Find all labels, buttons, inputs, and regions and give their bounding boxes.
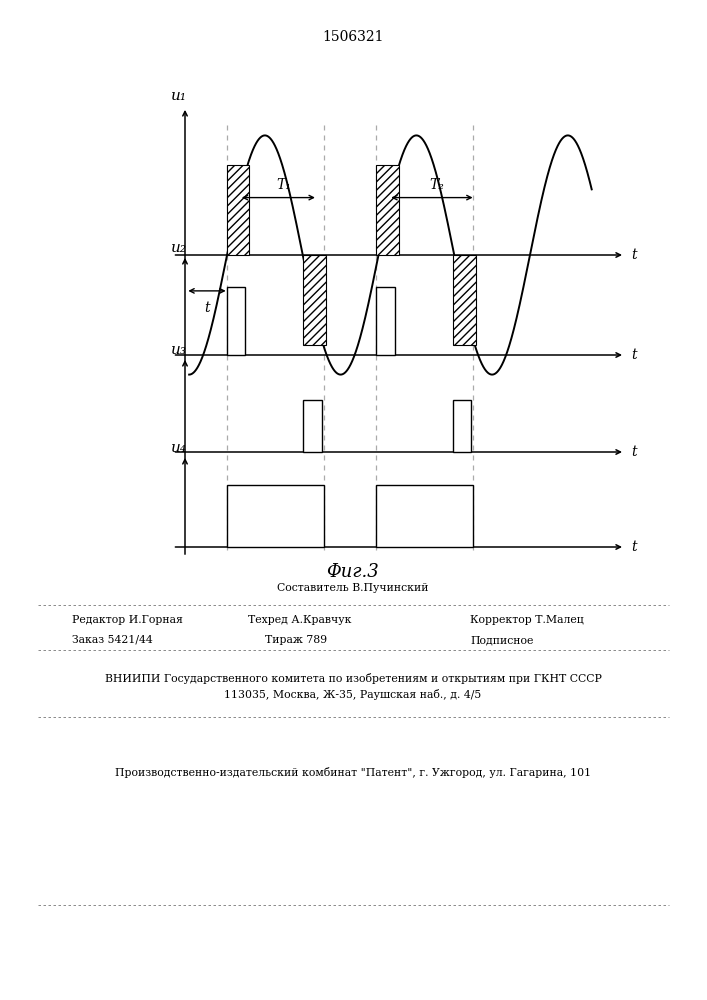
- Bar: [376, 485, 474, 547]
- Text: T₂: T₂: [429, 178, 445, 192]
- Text: t: t: [204, 301, 210, 315]
- Text: T₁: T₁: [276, 178, 291, 192]
- Text: Тираж 789: Тираж 789: [265, 635, 327, 645]
- Text: u₃: u₃: [171, 343, 187, 357]
- Text: u₄: u₄: [171, 441, 187, 455]
- Text: Техред А.Кравчук: Техред А.Кравчук: [248, 615, 351, 625]
- Bar: [452, 255, 476, 345]
- Bar: [303, 400, 322, 452]
- Text: Составитель В.Пучинский: Составитель В.Пучинский: [277, 583, 428, 593]
- Bar: [376, 287, 395, 355]
- Text: ВНИИПИ Государственного комитета по изобретениям и открытиям при ГКНТ СССР: ВНИИПИ Государственного комитета по изоб…: [105, 672, 602, 684]
- Text: Корректор Т.Малец: Корректор Т.Малец: [470, 615, 584, 625]
- Text: Производственно-издательский комбинат "Патент", г. Ужгород, ул. Гагарина, 101: Производственно-издательский комбинат "П…: [115, 766, 591, 778]
- Text: Заказ 5421/44: Заказ 5421/44: [72, 635, 153, 645]
- Text: u₁: u₁: [171, 89, 187, 103]
- Text: Подписное: Подписное: [470, 635, 533, 645]
- Text: t: t: [631, 445, 636, 459]
- Bar: [226, 165, 250, 255]
- Bar: [226, 485, 324, 547]
- Text: Φиг.3: Φиг.3: [327, 563, 380, 581]
- Text: t: t: [631, 248, 636, 262]
- Bar: [376, 165, 399, 255]
- Text: 1506321: 1506321: [322, 30, 384, 44]
- Bar: [226, 287, 245, 355]
- Text: u₂: u₂: [171, 241, 187, 255]
- Text: t: t: [631, 540, 636, 554]
- Text: t: t: [631, 348, 636, 362]
- Bar: [452, 400, 472, 452]
- Text: 113035, Москва, Ж-35, Раушская наб., д. 4/5: 113035, Москва, Ж-35, Раушская наб., д. …: [224, 690, 481, 700]
- Text: Редактор И.Горная: Редактор И.Горная: [72, 615, 183, 625]
- Bar: [303, 255, 326, 345]
